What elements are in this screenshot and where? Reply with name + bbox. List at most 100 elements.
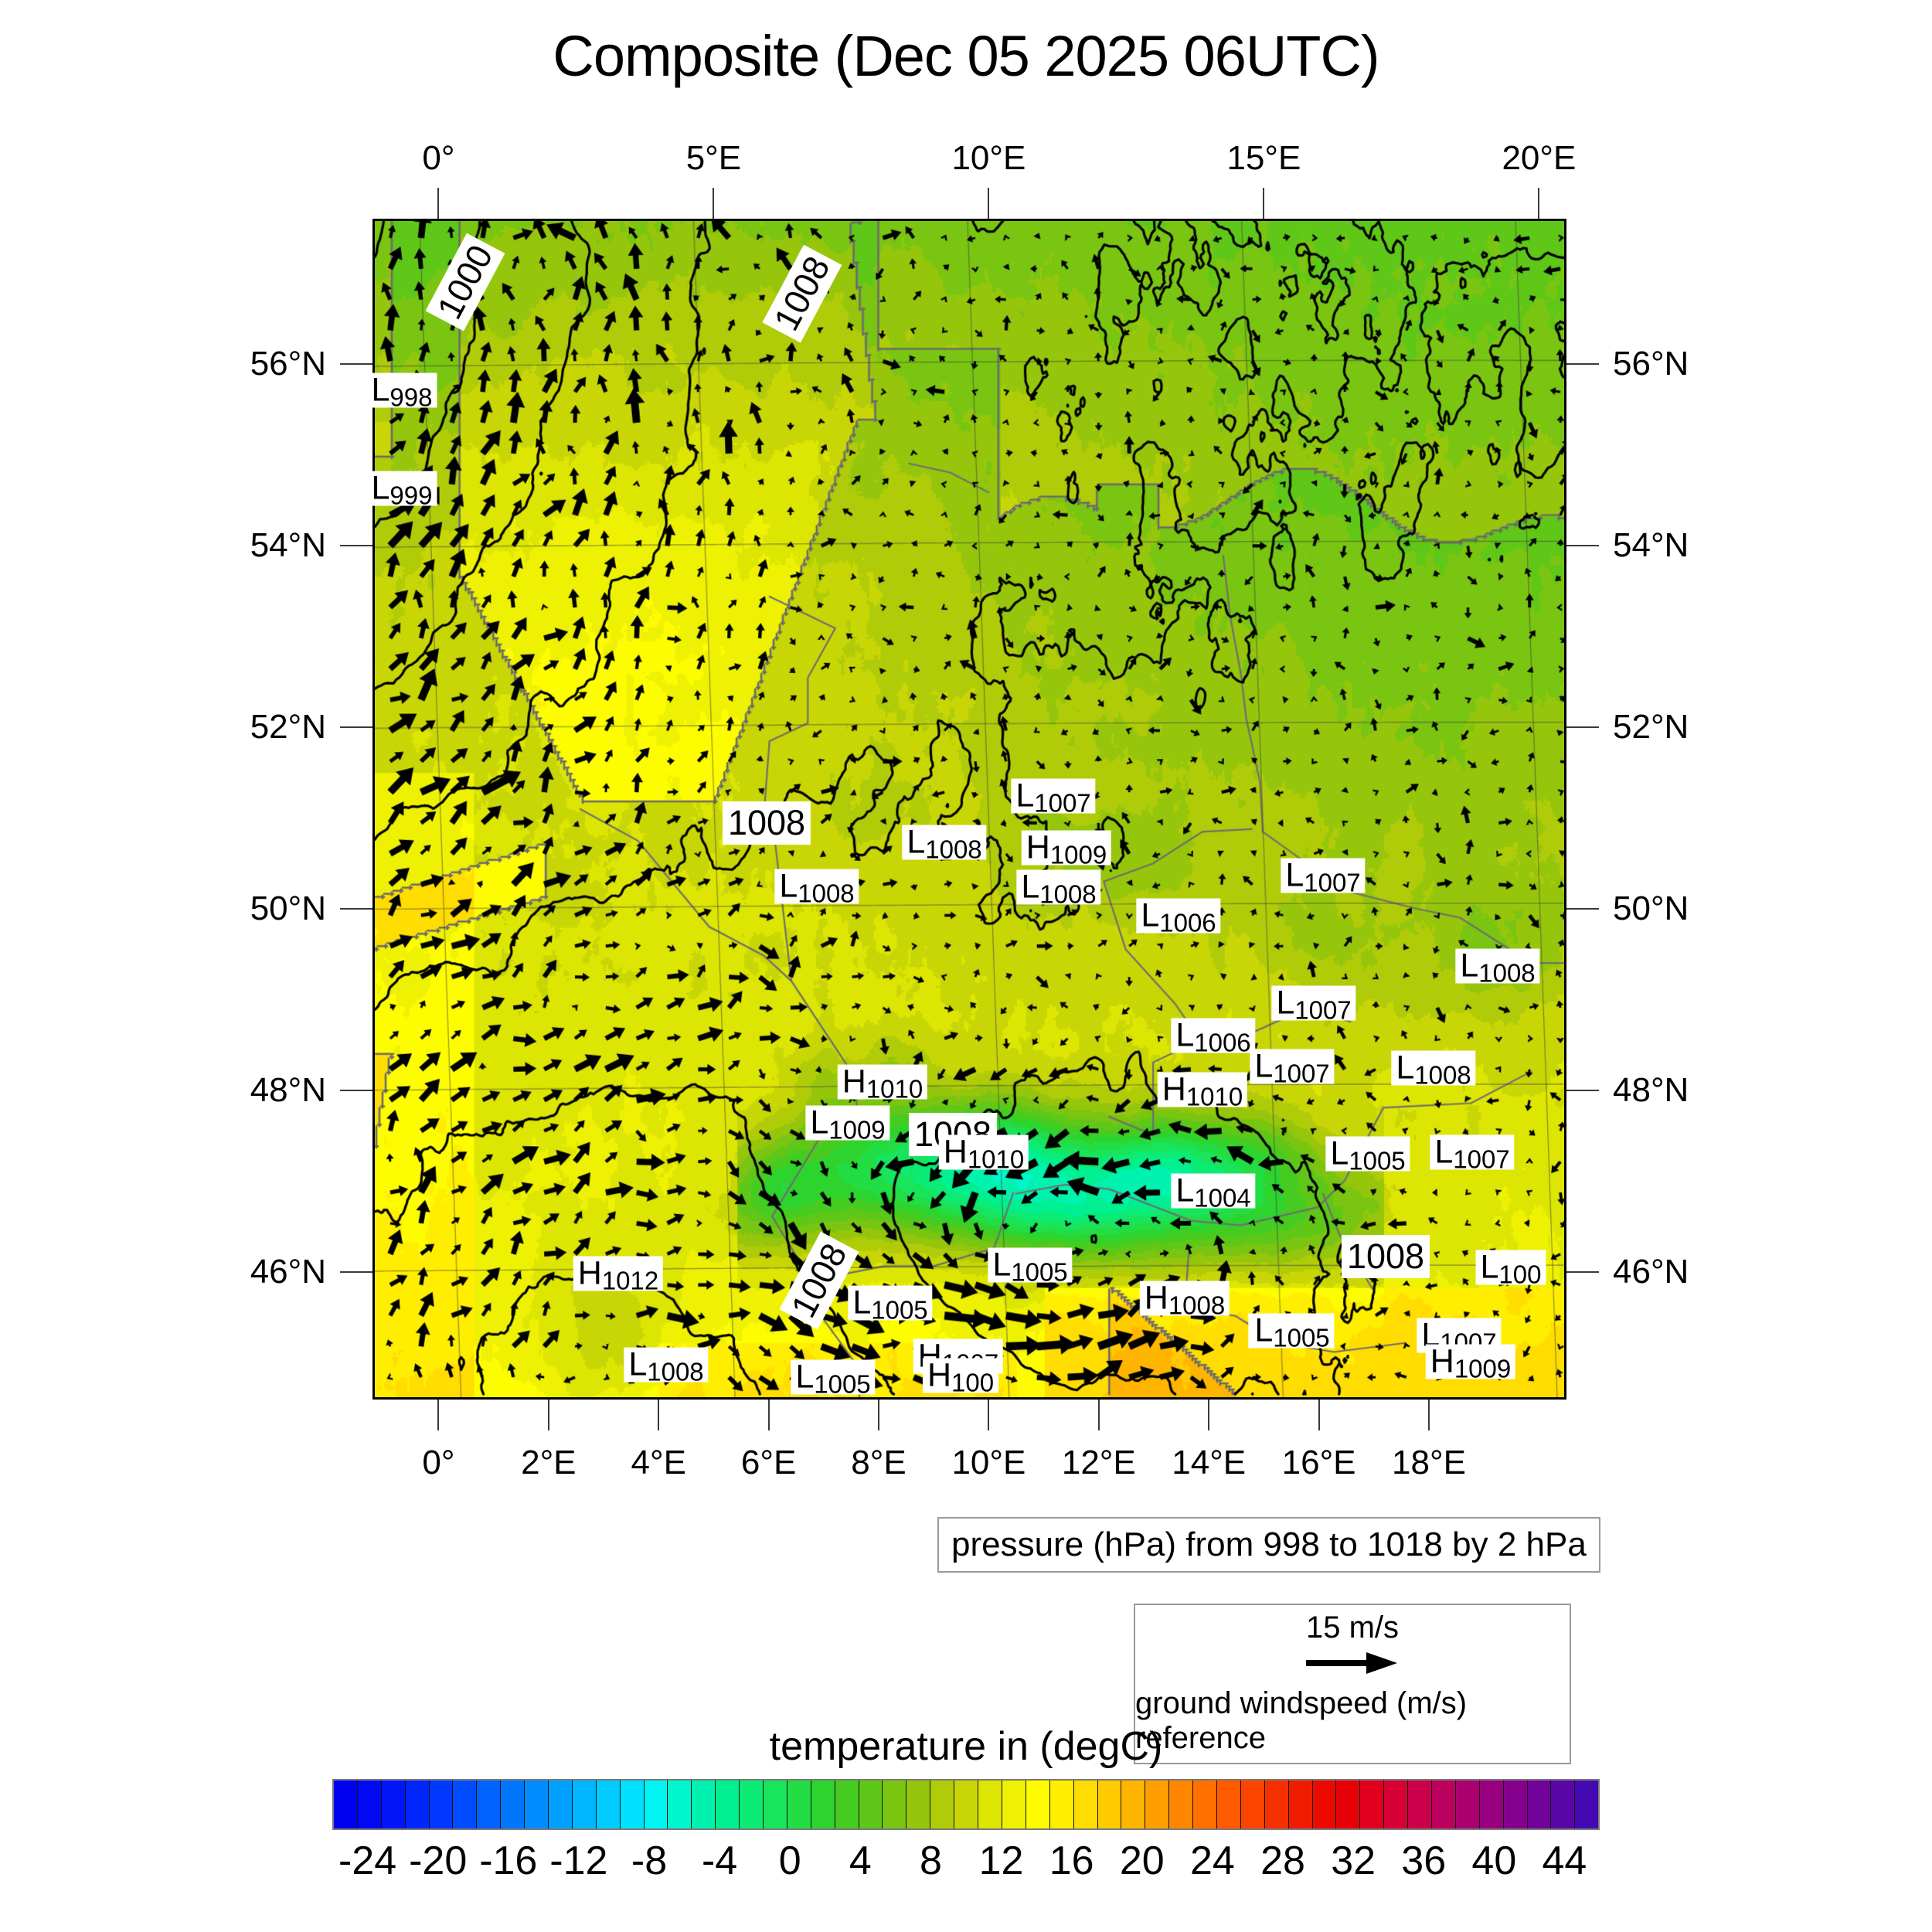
lat-tick-right-54 [1566,545,1599,547]
low-pressure-marker: L1005 [1325,1136,1410,1174]
colorbar-cell [883,1781,907,1828]
low-pressure-marker: L1004 [1171,1173,1256,1211]
colorbar-tick-16: 16 [1049,1838,1094,1883]
lon-tick-label-top-0: 0° [422,139,455,177]
lat-tick-label-right-48: 48°N [1613,1071,1689,1110]
low-pressure-marker: L1008 [1391,1050,1476,1088]
lat-tick-label-left-54: 54°N [250,526,326,565]
colorbar-cell [1384,1781,1409,1828]
pressure-legend-text: pressure (hPa) from 998 to 1018 by 2 hPa [951,1526,1587,1563]
low-pressure-marker: L1007 [1271,985,1356,1023]
lon-tick-bottom-10 [988,1400,990,1430]
colorbar-tick-12: 12 [978,1838,1024,1883]
lat-tick-label-left-52: 52°N [250,708,326,747]
lon-tick-label-top-10: 10°E [951,139,1026,177]
colorbar-cell [1097,1781,1122,1828]
page-title: Composite (Dec 05 2025 06UTC) [553,24,1379,88]
colorbar-tick--12: -12 [549,1838,608,1883]
colorbar-tick-24: 24 [1189,1838,1235,1883]
colorbar-cell [930,1781,955,1828]
low-pressure-marker: L1007 [1281,858,1366,896]
lon-tick-bottom-12 [1097,1400,1100,1430]
colorbar-cell [1575,1781,1599,1828]
lat-tick-label-right-46: 46°N [1613,1253,1689,1291]
colorbar-cell [501,1781,526,1828]
lat-tick-left-52 [340,726,372,729]
lat-tick-right-48 [1566,1090,1599,1092]
colorbar-cell [1527,1781,1552,1828]
pressure-legend: pressure (hPa) from 998 to 1018 by 2 hPa [937,1517,1600,1573]
colorbar-tick-28: 28 [1260,1838,1305,1883]
colorbar-cell [381,1781,406,1828]
colorbar-tick-0: 0 [778,1838,801,1883]
colorbar-cell [1431,1781,1456,1828]
colorbar-cell [811,1781,835,1828]
colorbar-cell [835,1781,859,1828]
wind-reference-legend: 15 m/s ground windspeed (m/s) reference [1134,1604,1571,1764]
lon-tick-bottom-0 [437,1400,440,1430]
low-pressure-marker: L1008 [902,825,987,862]
colorbar-cell [357,1781,382,1828]
colorbar-tick-4: 4 [849,1838,872,1883]
lat-tick-label-right-50: 50°N [1613,889,1689,928]
colorbar-title: temperature in (degC) [769,1724,1163,1769]
colorbar-cell [1216,1781,1241,1828]
colorbar-cell [620,1781,645,1828]
low-pressure-marker: L1009 [805,1105,890,1143]
colorbar[interactable] [332,1779,1600,1830]
colorbar-tick--16: -16 [479,1838,538,1883]
lon-tick-bottom-14 [1208,1400,1210,1430]
colorbar-cell [1312,1781,1337,1828]
colorbar-cell [716,1781,740,1828]
low-pressure-marker: L1008 [774,869,859,906]
colorbar-cell [405,1781,430,1828]
colorbar-tick--24: -24 [338,1838,397,1883]
lon-tick-label-top-20: 20°E [1502,139,1577,177]
lon-tick-bottom-16 [1318,1400,1320,1430]
lat-tick-right-50 [1566,908,1599,910]
lon-tick-label-top-5: 5°E [685,139,742,177]
map-plot-area[interactable] [372,219,1566,1400]
lon-tick-bottom-6 [767,1400,770,1430]
colorbar-cell [1264,1781,1289,1828]
colorbar-cell [1551,1781,1576,1828]
lon-tick-top-10 [988,188,990,219]
colorbar-tick-labels: -24 -20 -16 -12 -8 -4 0 4 8 12 16 20 24 28 32 36 40 44 [332,1838,1600,1892]
colorbar-tick-32: 32 [1331,1838,1376,1883]
colorbar-cell [1073,1781,1098,1828]
colorbar-cell [644,1781,668,1828]
lat-tick-right-46 [1566,1271,1599,1274]
colorbar-cell [1479,1781,1504,1828]
lon-tick-bottom-18 [1428,1400,1430,1430]
colorbar-cell [1002,1781,1026,1828]
lon-tick-top-20 [1538,188,1540,219]
low-pressure-marker: L1005 [1250,1313,1335,1351]
lat-tick-left-48 [340,1090,372,1092]
colorbar-tick--8: -8 [631,1838,668,1883]
low-pressure-marker: L999 [366,471,437,509]
high-pressure-marker: H1010 [1157,1072,1248,1110]
lon-tick-label-top-15: 15°E [1226,139,1301,177]
colorbar-tick-20: 20 [1119,1838,1165,1883]
low-pressure-marker: L1007 [1011,778,1096,816]
lon-tick-bottom-2 [547,1400,549,1430]
lon-tick-top-0 [437,188,440,219]
colorbar-cell [1288,1781,1313,1828]
colorbar-cell [740,1781,764,1828]
lon-tick-label-bottom-0: 0° [422,1444,455,1481]
colorbar-cell [1408,1781,1432,1828]
high-pressure-marker: H1010 [837,1064,928,1102]
colorbar-cell [906,1781,931,1828]
lat-tick-right-56 [1566,363,1599,366]
high-pressure-marker: H100 [922,1358,999,1396]
lat-tick-label-left-56: 56°N [250,345,326,383]
lon-tick-top-5 [713,188,715,219]
lon-tick-bottom-4 [658,1400,660,1430]
colorbar-tick-40: 40 [1471,1838,1517,1883]
colorbar-cell [1503,1781,1528,1828]
colorbar-tick-44: 44 [1542,1838,1587,1883]
lat-tick-left-54 [340,545,372,547]
colorbar-cell [954,1781,979,1828]
colorbar-cell [1049,1781,1074,1828]
wind-reference-arrow-icon [1306,1650,1399,1680]
